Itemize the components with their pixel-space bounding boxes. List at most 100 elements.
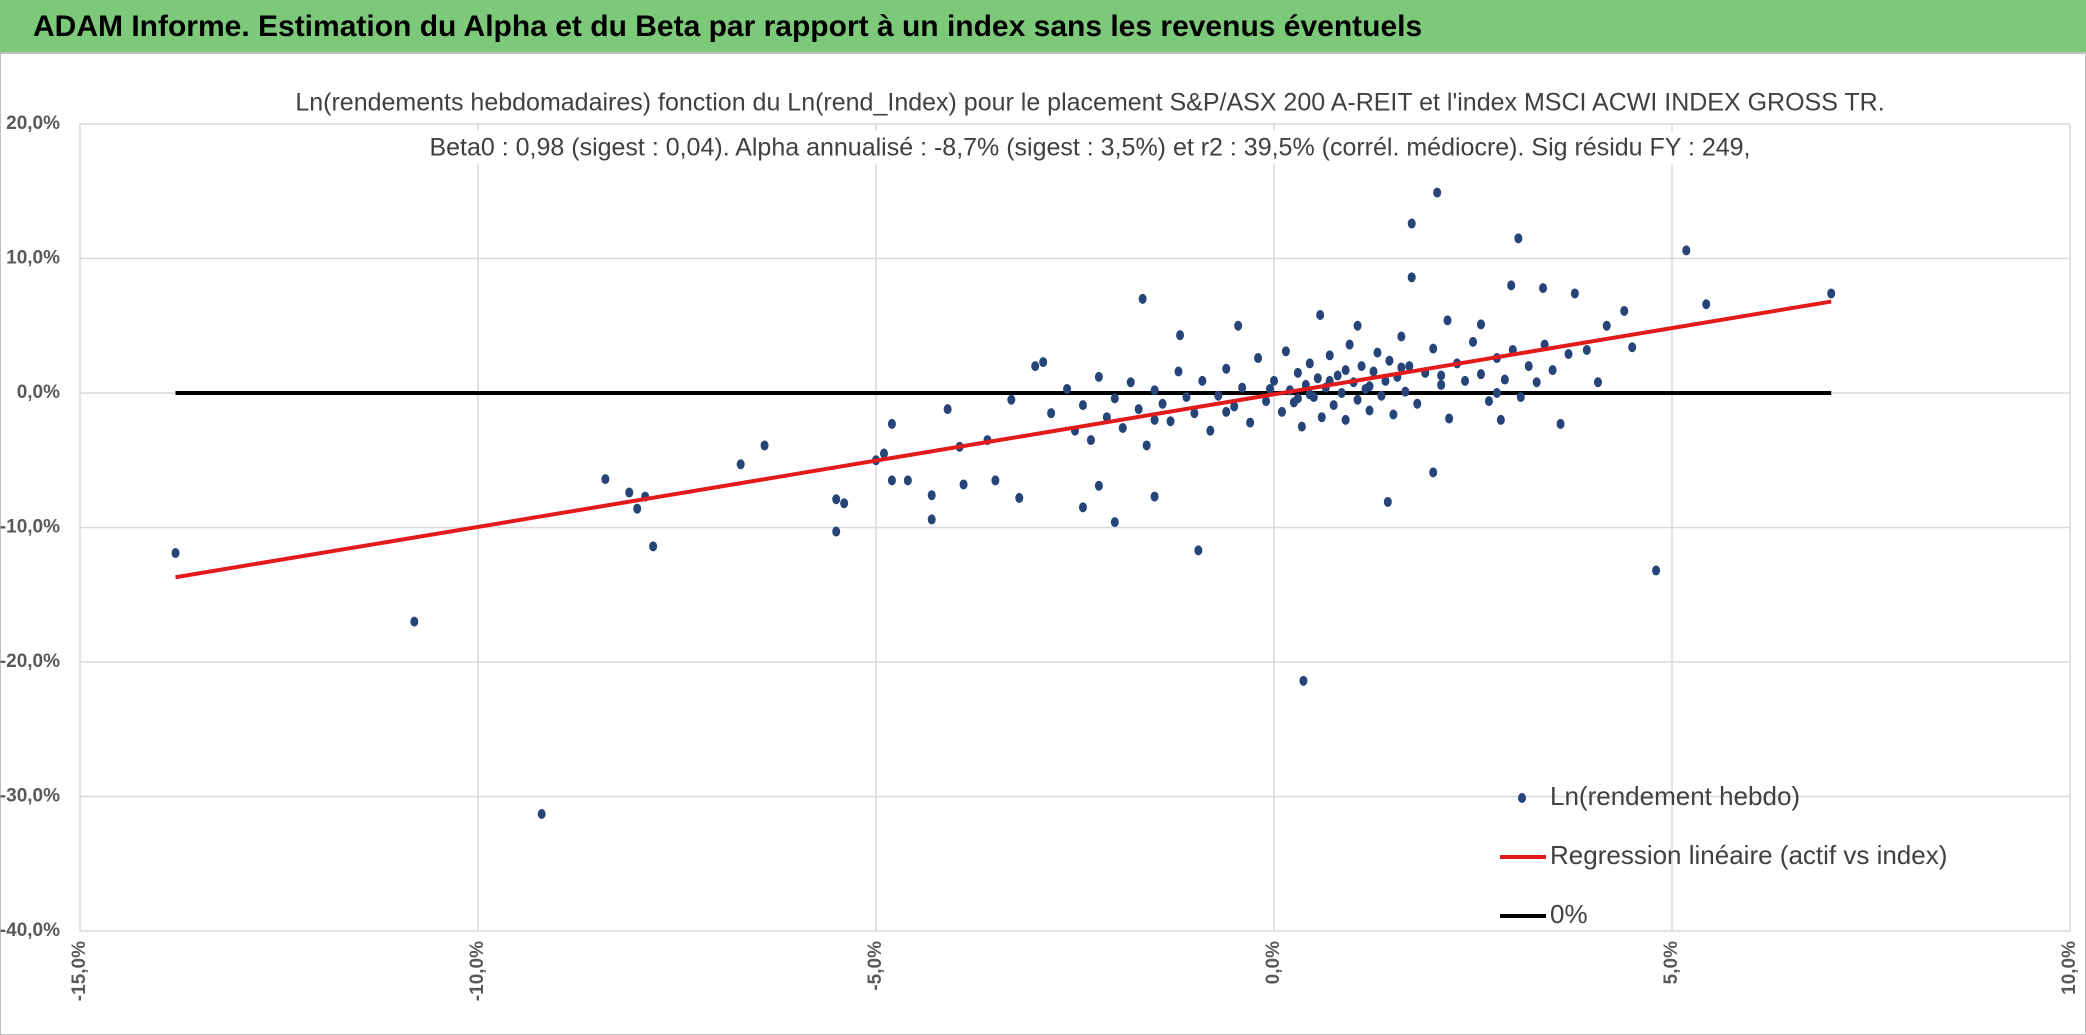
scatter-point xyxy=(1222,406,1231,417)
scatter-point xyxy=(1063,383,1072,394)
scatter-point xyxy=(1433,187,1442,198)
scatter-point xyxy=(1150,414,1159,425)
scatter-point xyxy=(1469,336,1477,347)
scatter-point xyxy=(1556,418,1565,429)
x-tick-label: -10,0% xyxy=(467,941,488,1001)
scatter-point xyxy=(1341,414,1350,425)
scatter-point xyxy=(1443,315,1452,326)
scatter-point xyxy=(1437,370,1446,381)
scatter-point xyxy=(1353,394,1362,405)
legend-marker xyxy=(1518,793,1526,803)
scatter-point xyxy=(1316,309,1325,320)
scatter-point xyxy=(1277,406,1286,417)
scatter-point xyxy=(1377,390,1386,401)
x-tick-label: -5,0% xyxy=(865,941,886,991)
y-tick-label: -30,0% xyxy=(0,786,60,807)
x-tick-label: 5,0% xyxy=(1661,941,1682,984)
scatter-point xyxy=(1385,355,1394,366)
scatter-point xyxy=(1524,361,1533,372)
scatter-point xyxy=(1532,377,1541,388)
scatter-point xyxy=(1548,365,1557,376)
scatter-point xyxy=(1126,377,1135,388)
scatter-point xyxy=(760,440,769,451)
scatter-point xyxy=(1570,288,1579,299)
scatter-point xyxy=(1593,377,1602,388)
scatter-point xyxy=(1031,361,1040,372)
scatter-point xyxy=(1353,320,1362,331)
scatter-point xyxy=(943,404,952,415)
scatter-point xyxy=(625,487,634,498)
scatter-point xyxy=(1102,412,1111,423)
scatter-point xyxy=(879,448,888,459)
scatter-point xyxy=(1194,545,1203,556)
scatter-point xyxy=(1365,381,1374,392)
scatter-point xyxy=(1381,375,1390,386)
scatter-point xyxy=(1281,346,1290,357)
scatter-point xyxy=(1484,396,1493,407)
scatter-point xyxy=(1827,288,1836,299)
scatter-point xyxy=(1270,375,1278,386)
scatter-point xyxy=(1652,565,1661,576)
scatter-point xyxy=(1337,388,1346,398)
scatter-point xyxy=(1299,675,1308,686)
scatter-point xyxy=(1628,342,1637,353)
series-line xyxy=(175,299,1832,580)
scatter-point xyxy=(1198,375,1207,386)
y-tick-label: -20,0% xyxy=(0,651,60,672)
x-tick-label: 10,0% xyxy=(2059,941,2080,995)
scatter-point xyxy=(1564,348,1573,359)
scatter-point xyxy=(1305,358,1314,369)
scatter-point xyxy=(1118,422,1127,433)
scatter-point xyxy=(1007,394,1016,405)
scatter-point xyxy=(171,548,180,559)
scatter-point xyxy=(1373,347,1382,358)
scatter-point xyxy=(1492,388,1501,398)
scatter-point xyxy=(736,459,745,470)
scatter-point xyxy=(1325,350,1334,361)
scatter-point xyxy=(1266,383,1275,394)
x-tick-label: 0,0% xyxy=(1263,941,1284,984)
y-tick-label: 0,0% xyxy=(17,382,60,403)
scatter-point xyxy=(927,490,936,501)
scatter-point xyxy=(1476,319,1485,330)
scatter-point xyxy=(1176,330,1185,341)
scatter-point xyxy=(1293,393,1302,404)
scatter-point xyxy=(1329,400,1338,411)
scatter-point xyxy=(1413,398,1422,409)
scatter-point xyxy=(1254,353,1263,364)
scatter-point xyxy=(1461,375,1470,386)
scatter-point xyxy=(1500,374,1509,385)
chart-subtitle: Beta0 : 0,98 (sigest : 0,04). Alpha annu… xyxy=(429,134,1750,162)
y-tick-label: 10,0% xyxy=(6,248,60,269)
scatter-point xyxy=(1407,218,1416,229)
scatter-point xyxy=(1094,371,1103,382)
scatter-point xyxy=(1246,417,1255,428)
header-bar xyxy=(0,0,2086,53)
scatter-point xyxy=(1086,435,1095,446)
x-tick-label: -15,0% xyxy=(69,941,90,1001)
scatter-point xyxy=(1507,280,1516,291)
scatter-point xyxy=(1150,491,1159,502)
scatter-point xyxy=(1222,363,1231,374)
scatter-point xyxy=(1305,389,1314,400)
scatter-point xyxy=(1602,320,1611,331)
scatter-point xyxy=(1182,392,1191,403)
scatter-point xyxy=(991,475,1000,486)
scatter-point xyxy=(1174,366,1183,377)
y-tick-label: -40,0% xyxy=(0,920,60,941)
scatter-point xyxy=(1401,386,1410,397)
y-tick-label: -10,0% xyxy=(0,517,60,538)
scatter-point xyxy=(1333,370,1342,381)
scatter-point xyxy=(1142,440,1151,451)
scatter-point xyxy=(1405,361,1414,372)
scatter-point xyxy=(1476,369,1485,380)
scatter-point xyxy=(1078,400,1087,411)
scatter-point xyxy=(887,418,896,429)
scatter-point xyxy=(410,616,419,627)
scatter-point xyxy=(1620,305,1629,316)
scatter-point xyxy=(1293,367,1302,378)
scatter-point xyxy=(1158,398,1167,409)
scatter-point xyxy=(1357,361,1366,372)
scatter-point xyxy=(1429,343,1438,354)
